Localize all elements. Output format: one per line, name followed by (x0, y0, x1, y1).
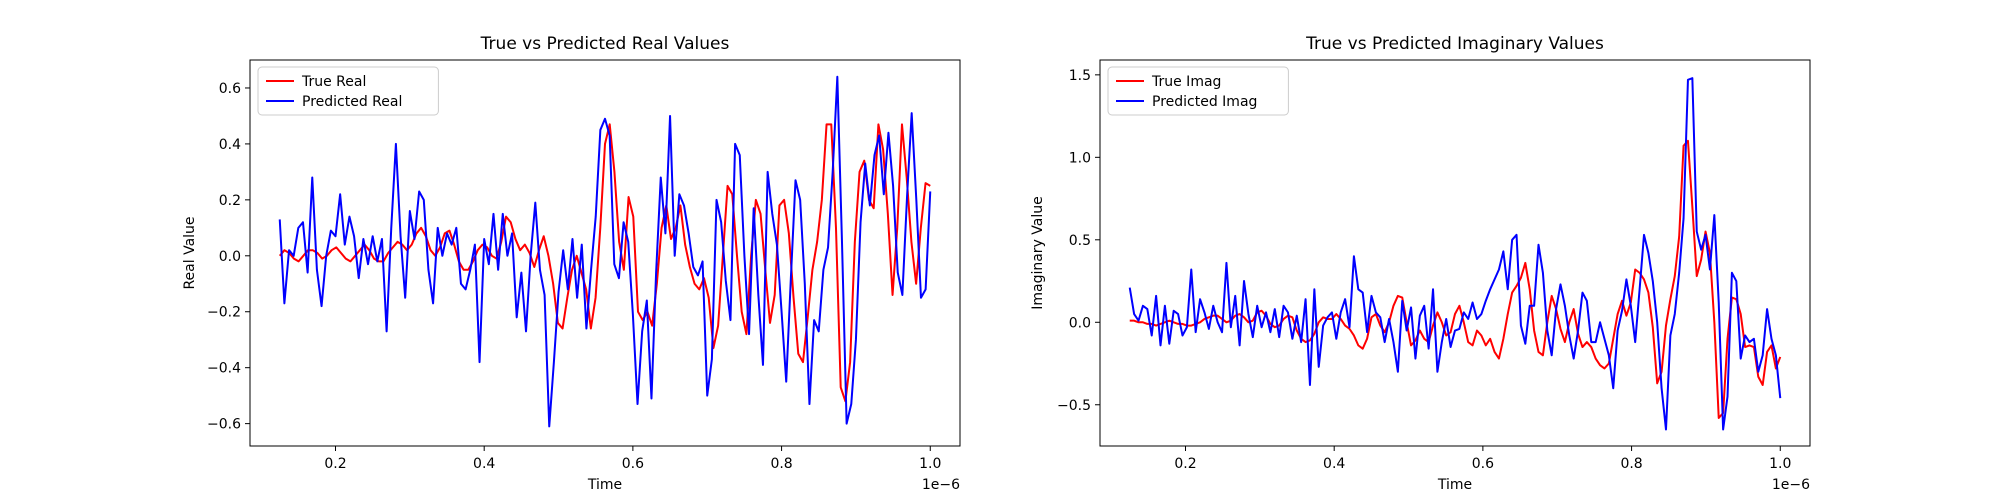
real-x-tick-label: 0.4 (473, 456, 495, 472)
imag-axes-frame (1099, 59, 1811, 447)
real-legend: True Real Predicted Real (257, 66, 439, 116)
imag-x-tick-label: 0.8 (1620, 456, 1642, 472)
imag-y-tick-label: 0.0 (1069, 315, 1091, 331)
real-series-true-line (278, 123, 931, 403)
imag-legend-box (1107, 66, 1289, 116)
real-y-axis-label: Real Value (182, 216, 198, 289)
real-y-tick-label: −0.4 (207, 361, 241, 377)
real-chart-title: True vs Predicted Real Values (480, 34, 730, 54)
real-series-predicted-line (278, 75, 932, 428)
imaginary-values-chart: True vs Predicted Imaginary Values 0.2 0.4… (1030, 34, 1811, 493)
real-y-tick-label: 0.6 (219, 81, 241, 97)
real-legend-box (257, 66, 439, 116)
imag-x-tick-label: 0.2 (1174, 456, 1196, 472)
real-y-tick-label: 0.2 (219, 193, 241, 209)
real-x-axis-label: Time (587, 477, 622, 493)
imag-legend-label: Predicted Imag (1152, 94, 1257, 110)
real-x-tick-label: 1.0 (919, 456, 941, 472)
real-plot-area (278, 75, 932, 428)
imag-y-axis-label: Imaginary Value (1030, 196, 1046, 310)
real-y-tick-label: −0.2 (207, 305, 241, 321)
real-x-tick-label: 0.2 (324, 456, 346, 472)
imag-x-offset-label: 1e−6 (1772, 477, 1810, 493)
real-y-tick-label: 0.4 (219, 137, 241, 153)
real-y-tick-label: −0.6 (207, 417, 241, 433)
imag-series-predicted-line (1128, 77, 1782, 431)
real-axes-frame (249, 59, 961, 447)
real-y-tick-label: 0.0 (219, 249, 241, 265)
real-x-tick-label: 0.6 (622, 456, 644, 472)
real-x-tick-label: 0.8 (770, 456, 792, 472)
imag-plot-area (1128, 77, 1782, 431)
imag-chart-title: True vs Predicted Imaginary Values (1305, 34, 1604, 54)
real-legend-label: Predicted Real (302, 94, 402, 110)
imag-x-axis-label: Time (1437, 477, 1472, 493)
real-x-offset-label: 1e−6 (922, 477, 960, 493)
imag-x-tick-label: 0.4 (1323, 456, 1345, 472)
real-values-chart: True vs Predicted Real Values 0.2 0.4 0.6 0.… (182, 34, 961, 493)
imag-legend: True Imag Predicted Imag (1107, 66, 1289, 116)
imag-y-tick-label: −0.5 (1057, 398, 1091, 414)
real-legend-label: True Real (301, 74, 366, 90)
imag-y-tick-label: 1.5 (1069, 68, 1091, 84)
imag-legend-label: True Imag (1151, 74, 1221, 90)
imag-x-tick-label: 1.0 (1769, 456, 1791, 472)
imag-x-tick-label: 0.6 (1472, 456, 1494, 472)
imag-series-true-line (1129, 139, 1782, 419)
imag-y-tick-label: 1.0 (1069, 150, 1091, 166)
imag-y-tick-label: 0.5 (1069, 233, 1091, 249)
